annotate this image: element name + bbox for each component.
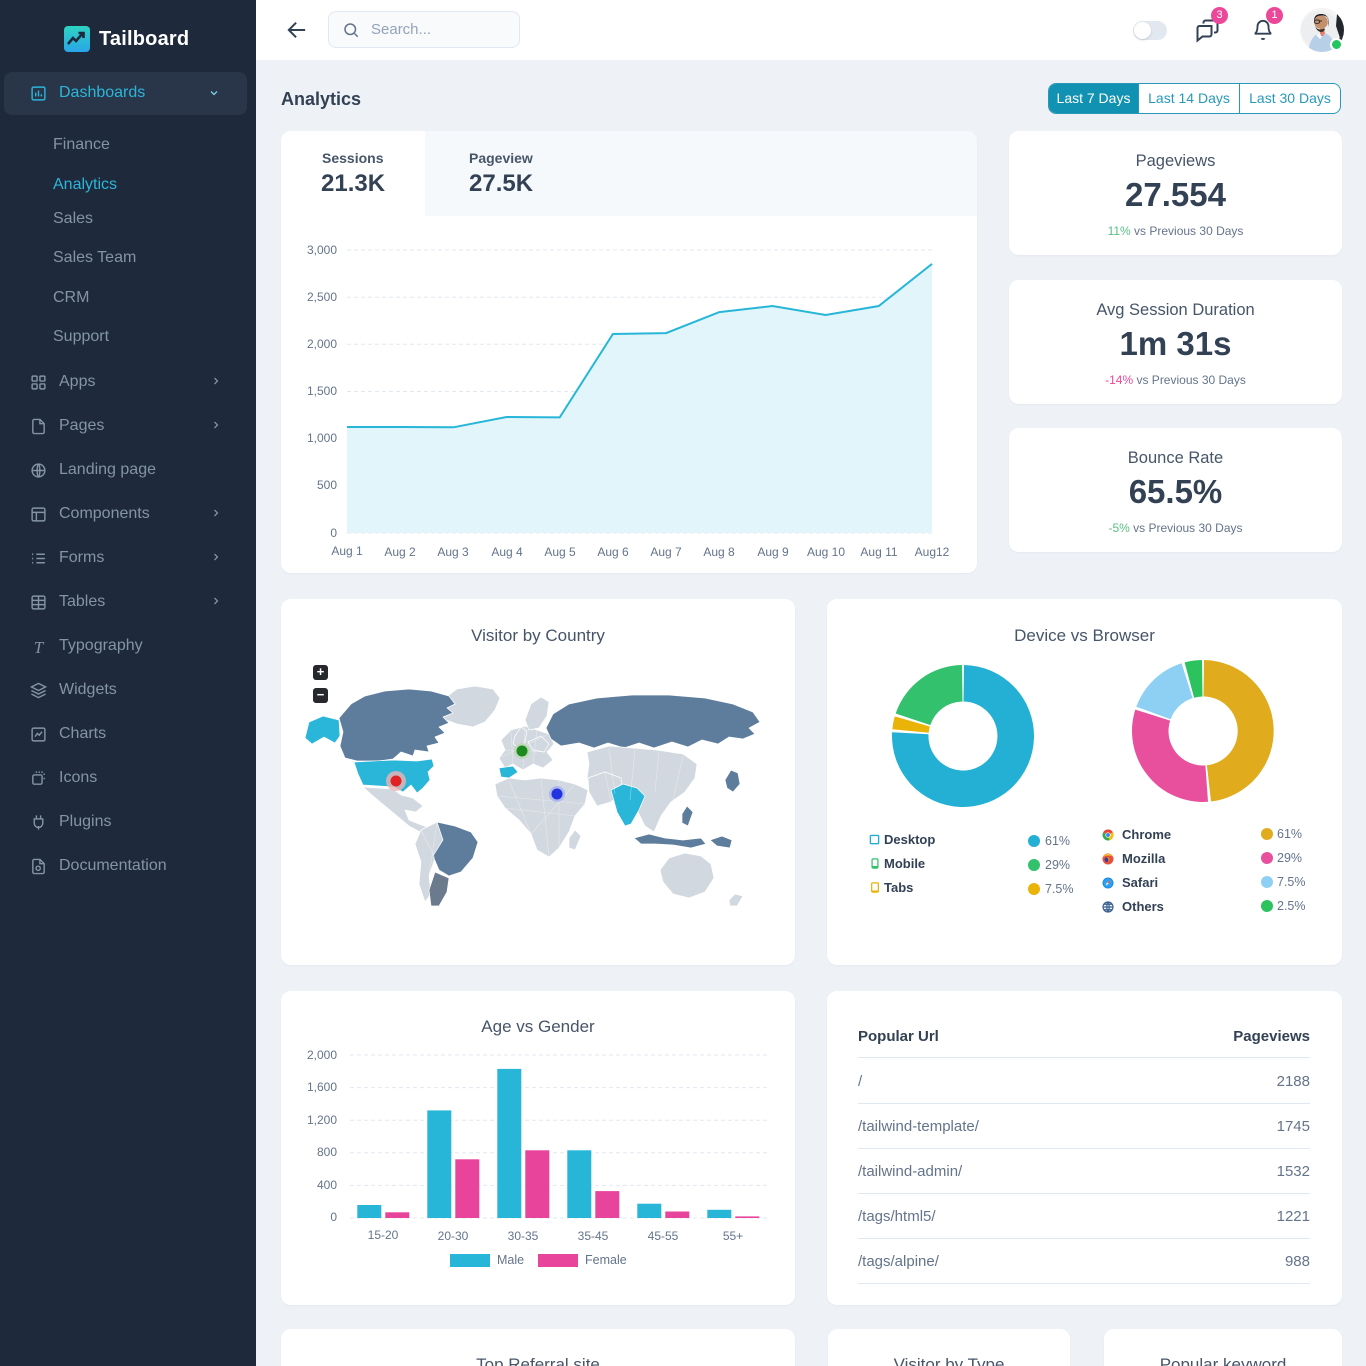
svg-text:500: 500 xyxy=(317,478,337,492)
svg-text:400: 400 xyxy=(317,1178,337,1192)
svg-text:Aug 2: Aug 2 xyxy=(384,545,416,559)
svg-text:Aug 8: Aug 8 xyxy=(703,545,735,559)
svg-text:35-45: 35-45 xyxy=(578,1229,609,1243)
svg-text:Aug 11: Aug 11 xyxy=(860,545,897,559)
svg-text:Aug 9: Aug 9 xyxy=(757,545,789,559)
svg-text:1,600: 1,600 xyxy=(307,1080,337,1094)
svg-text:Aug 10: Aug 10 xyxy=(807,545,845,559)
svg-text:Aug 5: Aug 5 xyxy=(544,545,576,559)
svg-text:20-30: 20-30 xyxy=(438,1229,469,1243)
svg-text:1,500: 1,500 xyxy=(307,384,337,398)
svg-text:30-35: 30-35 xyxy=(508,1229,539,1243)
svg-text:2,500: 2,500 xyxy=(307,290,337,304)
svg-text:3,000: 3,000 xyxy=(307,243,337,257)
svg-text:15-20: 15-20 xyxy=(368,1228,399,1242)
svg-text:0: 0 xyxy=(330,1210,337,1224)
svg-text:2,000: 2,000 xyxy=(307,337,337,351)
svg-text:Male: Male xyxy=(497,1253,524,1267)
svg-text:Aug 7: Aug 7 xyxy=(650,545,682,559)
svg-text:0: 0 xyxy=(330,526,337,540)
svg-text:55+: 55+ xyxy=(723,1229,743,1243)
svg-text:1,000: 1,000 xyxy=(307,431,337,445)
svg-text:Aug 6: Aug 6 xyxy=(597,545,629,559)
svg-text:Aug 3: Aug 3 xyxy=(437,545,469,559)
svg-text:45-55: 45-55 xyxy=(648,1229,679,1243)
svg-text:2,000: 2,000 xyxy=(307,1048,337,1062)
svg-text:Aug 4: Aug 4 xyxy=(491,545,523,559)
svg-text:Aug 1: Aug 1 xyxy=(331,544,363,558)
svg-text:Female: Female xyxy=(585,1253,627,1267)
svg-text:Aug12: Aug12 xyxy=(915,545,950,559)
svg-text:800: 800 xyxy=(317,1145,337,1159)
svg-text:1,200: 1,200 xyxy=(307,1113,337,1127)
